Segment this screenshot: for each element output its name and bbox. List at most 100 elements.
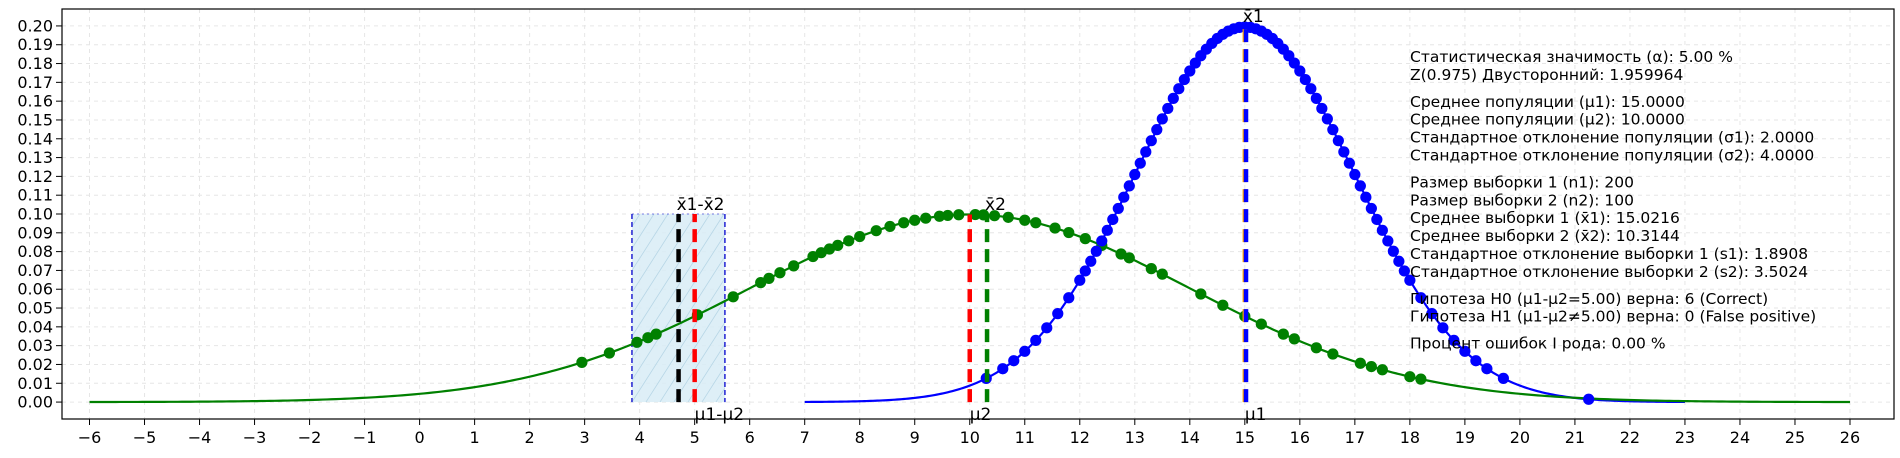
x-tick-label: 6: [745, 428, 755, 447]
sample-point-1: [1079, 265, 1091, 277]
sample-point-1: [1459, 345, 1471, 357]
sample-point-2: [969, 208, 981, 221]
band-hatch: [631, 214, 683, 294]
y-tick-label: 0.13: [17, 148, 53, 167]
info-line: Размер выборки 1 (n1): 200: [1410, 173, 1634, 191]
sample-point-1: [1426, 308, 1438, 320]
x-tick-label: 15: [1235, 428, 1255, 447]
sample-point-2: [1404, 371, 1416, 383]
sample-point-1: [1041, 322, 1053, 334]
sample-point-1: [997, 363, 1009, 375]
y-tick-label: 0.00: [17, 393, 53, 412]
sample-point-1: [1343, 157, 1355, 169]
band-hatch: [631, 214, 711, 337]
x-tick-label: −5: [133, 428, 157, 447]
sample-point-1: [1107, 213, 1119, 226]
sample-point-2: [1079, 233, 1091, 245]
x-tick-label: −4: [188, 428, 212, 447]
sample-point-1: [1074, 274, 1086, 286]
mark-labels-layer: x̄1 x̄2 x̄1-x̄2 μ1-μ2 μ2 μ1: [677, 7, 1267, 425]
sample-point-1: [1398, 265, 1410, 277]
sample-point-1: [1354, 180, 1366, 192]
sample-point-1: [1167, 92, 1179, 104]
y-tick-label: 0.02: [17, 355, 53, 374]
band-hatch: [631, 255, 725, 403]
y-tick-label: 0.04: [17, 317, 53, 336]
x-tick-label: 4: [635, 428, 645, 447]
mark-label: x̄1-x̄2: [677, 195, 725, 215]
axes-layer: −6 −5 −4 −3 −2 −1 0 1 2 3 4 5 6 7 8 9 10 11 12 13 14 15 16 17 18…: [17, 8, 1895, 447]
band-hatch: [645, 277, 725, 403]
sample-point-1: [1360, 191, 1372, 203]
sample-point-1: [1305, 83, 1317, 95]
info-line: Стандартное отклонение выборки 1 (s1): 1…: [1410, 245, 1808, 263]
sample-point-1: [1145, 135, 1157, 147]
mark-label: μ2: [970, 405, 992, 425]
y-tick-label: 0.05: [17, 299, 53, 318]
mark-label: μ1: [1245, 405, 1267, 425]
sample-point-1: [1327, 124, 1339, 136]
sample-point-2: [1255, 318, 1267, 330]
sample-point-2: [727, 291, 739, 303]
sample-point-2: [603, 347, 615, 359]
y-tick-label: 0.08: [17, 242, 53, 261]
x-tick-label: 0: [415, 428, 425, 447]
y-tick-label: 0.01: [17, 374, 53, 393]
sample-point-1: [1129, 168, 1141, 181]
sample-point-1: [1134, 157, 1146, 169]
sample-point-1: [1349, 168, 1361, 181]
sample-point-1: [1338, 146, 1350, 158]
sample-point-2: [1030, 217, 1042, 229]
x-tick-label: 7: [800, 428, 810, 447]
y-tick-label: 0.10: [17, 205, 53, 224]
sample-point-2: [1310, 342, 1322, 354]
y-tick-label: 0.14: [17, 129, 53, 148]
sample-point-2: [942, 209, 954, 222]
x-tick-label: 21: [1565, 428, 1585, 447]
mark-label: x̄1: [1243, 7, 1264, 27]
info-panel: Статистическая значимость (α): 5.00 %Z(0…: [1410, 48, 1816, 353]
sample-point-1: [1123, 180, 1135, 192]
sample-point-1: [1063, 292, 1075, 304]
sample-point-1: [1184, 65, 1196, 77]
sample-point-1: [1387, 245, 1399, 257]
sample-point-2: [870, 225, 882, 237]
sample-point-1: [1052, 308, 1064, 320]
sample-point-1: [1376, 224, 1388, 236]
y-tick-label: 0.18: [17, 54, 53, 73]
x-tick-label: −3: [243, 428, 267, 447]
sample-point-2: [774, 267, 786, 279]
band-hatch: [631, 214, 725, 359]
sample-point-2: [755, 277, 767, 289]
sample-point-2: [884, 220, 896, 233]
sample-point-1: [1288, 57, 1300, 69]
x-tick-label: 16: [1290, 428, 1310, 447]
x-tick-label: 20: [1510, 428, 1530, 447]
sample-point-1: [1173, 83, 1185, 95]
info-line: Стандартное отклонение выборки 2 (s2): 3…: [1410, 263, 1808, 281]
sample-point-2: [1415, 373, 1427, 385]
info-line: Среднее популяции (μ1): 15.0000: [1410, 93, 1685, 111]
y-tick-label: 0.12: [17, 167, 53, 186]
x-tick-label: 2: [525, 428, 535, 447]
sample-point-1: [1497, 372, 1509, 384]
y-tick-label: 0.09: [17, 223, 53, 242]
x-tick-label: 18: [1400, 428, 1420, 447]
mark-label: x̄2: [985, 195, 1006, 215]
sample-point-2: [631, 336, 643, 348]
sample-point-2: [1002, 211, 1014, 223]
y-tick-label: 0.20: [17, 16, 53, 35]
x-tick-label: 13: [1125, 428, 1145, 447]
x-tick-label: 14: [1180, 428, 1200, 447]
sample-point-1: [1294, 65, 1306, 77]
sample-point-2: [1354, 357, 1366, 369]
sample-point-2: [576, 356, 588, 368]
y-tick-label: 0.19: [17, 35, 53, 54]
sample-point-1: [1090, 245, 1102, 257]
sample-point-2: [1019, 214, 1031, 226]
sample-point-1: [1299, 73, 1311, 86]
sample-point-1: [1481, 363, 1493, 375]
band-hatch: [631, 214, 655, 250]
x-tick-label: 23: [1675, 428, 1695, 447]
